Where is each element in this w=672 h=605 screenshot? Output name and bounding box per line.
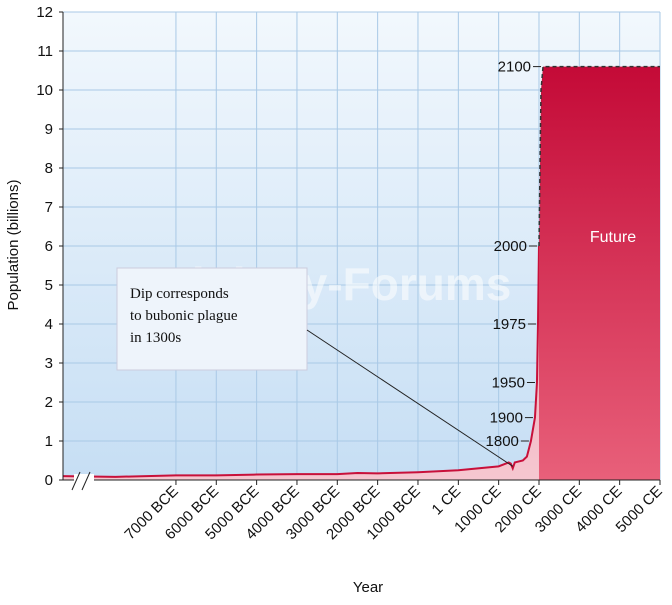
line	[62, 245, 540, 478]
y-tick-label: 11	[37, 43, 53, 60]
y-tick-label: 7	[45, 199, 53, 216]
point-label: 2100	[498, 59, 531, 76]
y-tick-label: 1	[45, 433, 53, 450]
line	[538, 65, 660, 247]
y-tick-label: 12	[36, 4, 53, 21]
y-tick-label: 9	[45, 121, 53, 138]
y-tick-label: 0	[45, 472, 53, 489]
x-axis-label: Year	[353, 579, 383, 596]
y-tick-label: 4	[45, 316, 53, 333]
y-tick-label: 3	[45, 355, 53, 372]
point-label: 1975	[493, 316, 526, 333]
point-label: 1800	[486, 433, 519, 450]
point-label: 2000	[494, 238, 527, 255]
annotation-line: to bubonic plague	[130, 308, 238, 324]
point-label: 1950	[492, 375, 525, 392]
axis-break-gap	[74, 474, 94, 486]
annotation-line: in 1300s	[130, 330, 181, 346]
annotation-line: Dip corresponds	[130, 286, 229, 302]
annotation-box	[116, 267, 308, 371]
y-tick-label: 2	[45, 394, 53, 411]
y-axis-label: Population (billions)	[5, 180, 22, 311]
series-label: Future	[590, 229, 636, 246]
y-tick-label: 5	[45, 277, 53, 294]
annotation: Dip corresponds to bubonic plague in 1300s	[130, 286, 238, 346]
axis-break	[71, 471, 81, 491]
axis-break	[81, 471, 91, 491]
y-tick-label: 8	[45, 160, 53, 177]
annotation-pointer	[306, 329, 514, 467]
area	[538, 66, 660, 480]
y-tick-label: 6	[45, 238, 53, 255]
point-label: 1900	[490, 410, 523, 427]
y-tick-label: 10	[36, 82, 53, 99]
x-tick-label: 1 CE	[429, 483, 465, 519]
